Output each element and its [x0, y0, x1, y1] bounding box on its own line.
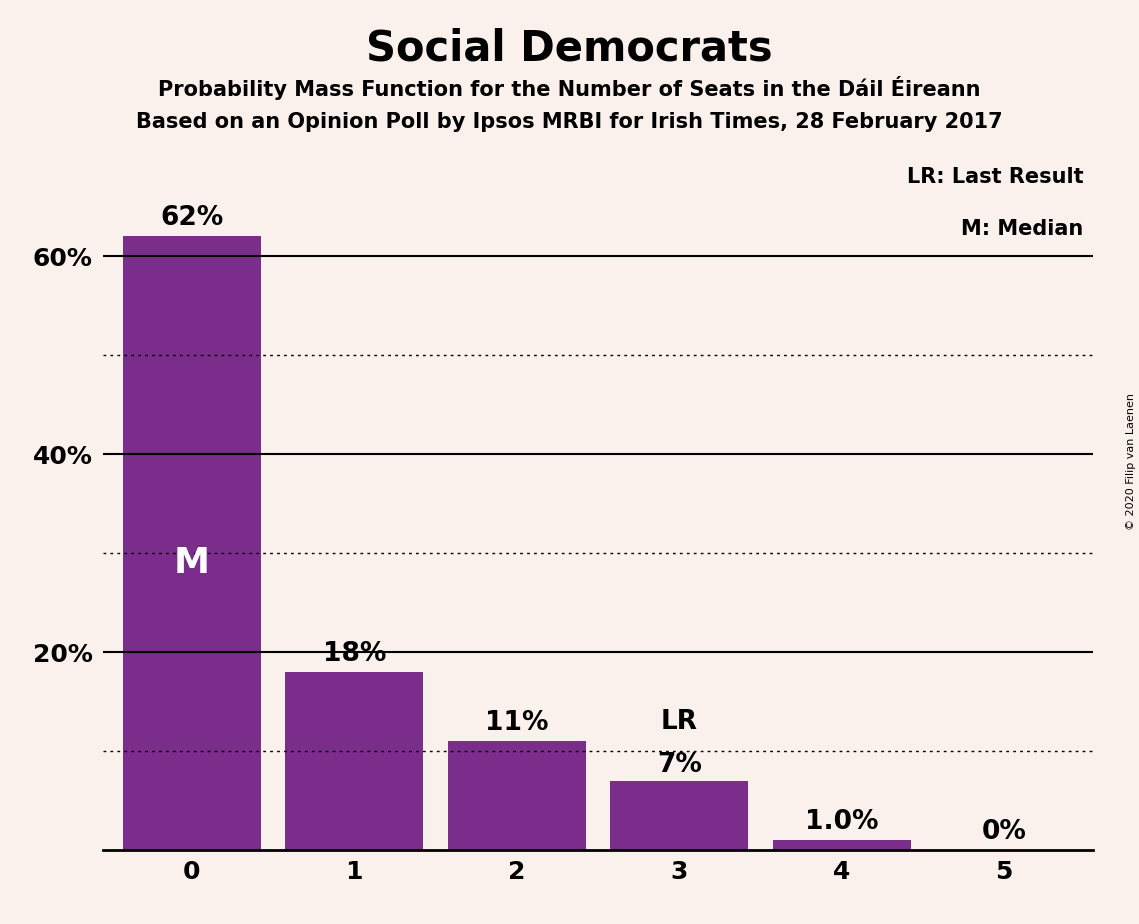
Text: Based on an Opinion Poll by Ipsos MRBI for Irish Times, 28 February 2017: Based on an Opinion Poll by Ipsos MRBI f… [137, 112, 1002, 132]
Bar [772, 840, 911, 850]
Text: M: M [174, 546, 210, 580]
Text: 62%: 62% [161, 205, 223, 231]
Bar [123, 237, 261, 850]
Text: 11%: 11% [485, 711, 549, 736]
Text: LR: Last Result: LR: Last Result [907, 167, 1083, 188]
Text: Probability Mass Function for the Number of Seats in the Dáil Éireann: Probability Mass Function for the Number… [158, 76, 981, 100]
Bar [448, 741, 585, 850]
Text: LR: LR [661, 710, 698, 736]
Text: M: Median: M: Median [961, 220, 1083, 239]
Bar [285, 672, 424, 850]
Bar [611, 781, 748, 850]
Text: © 2020 Filip van Laenen: © 2020 Filip van Laenen [1126, 394, 1136, 530]
Text: 1.0%: 1.0% [805, 809, 878, 835]
Text: 0%: 0% [982, 820, 1026, 845]
Text: 7%: 7% [657, 752, 702, 778]
Text: Social Democrats: Social Democrats [366, 28, 773, 69]
Text: 18%: 18% [322, 641, 386, 667]
